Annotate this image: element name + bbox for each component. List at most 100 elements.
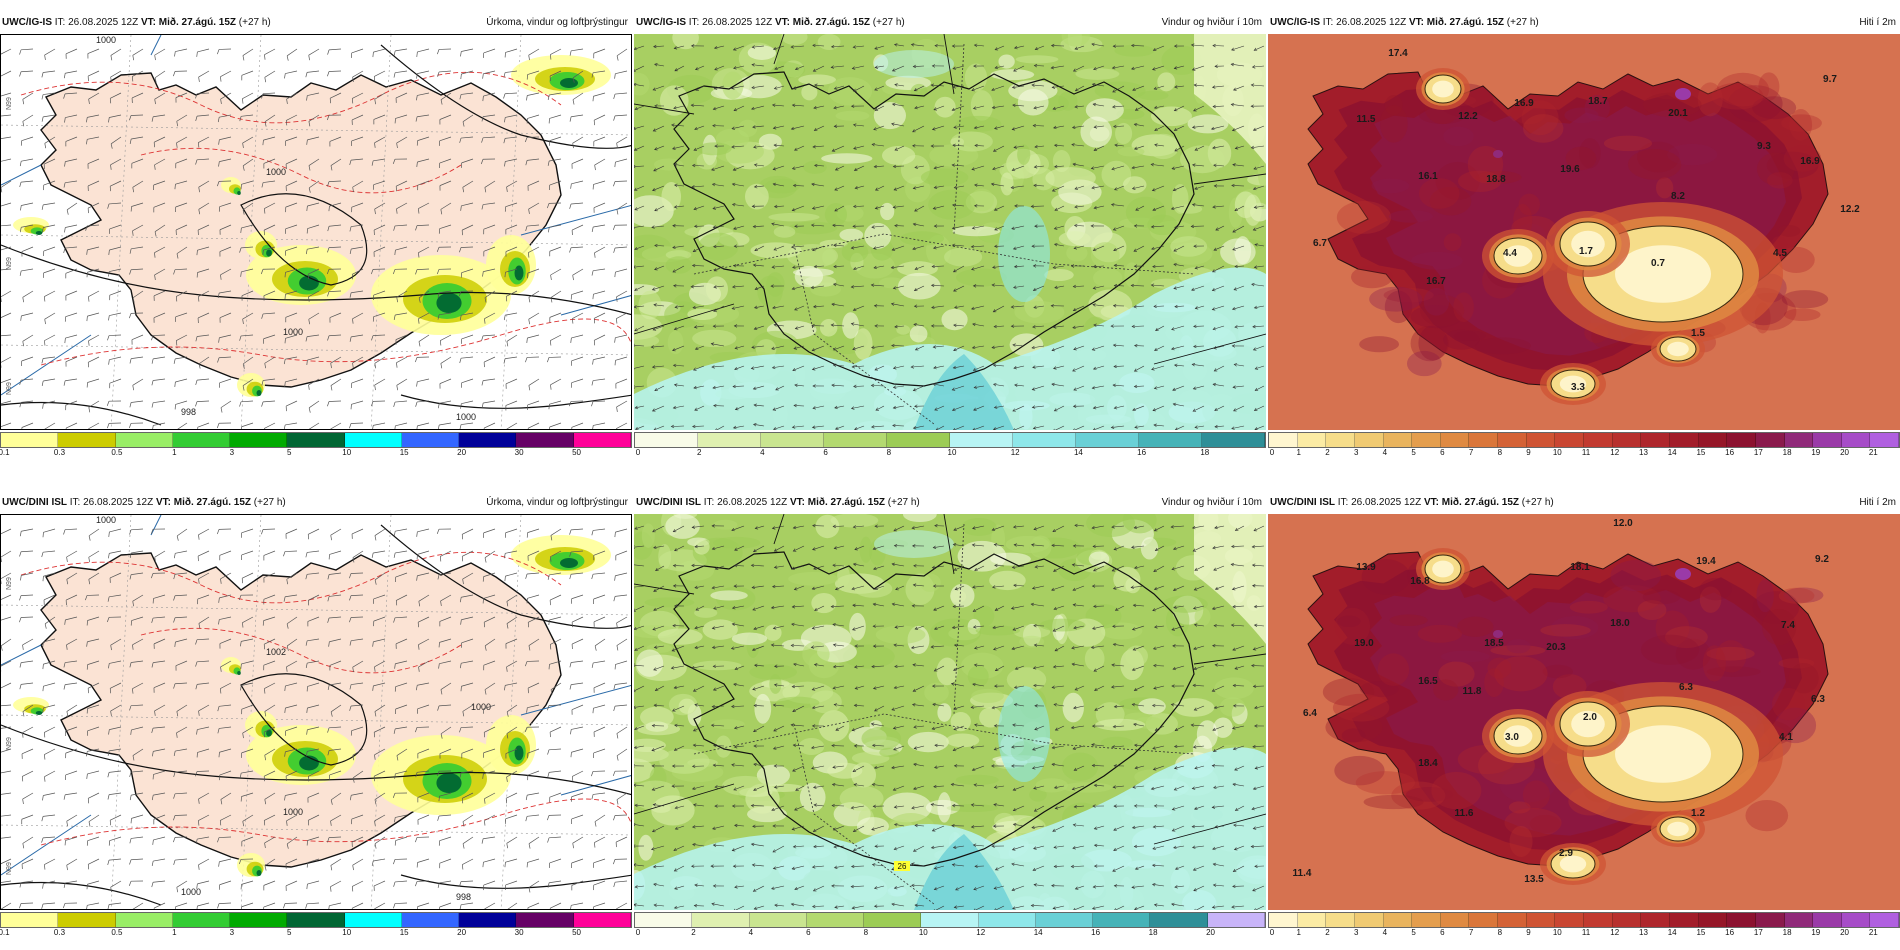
colorbar-swatch — [1612, 433, 1642, 447]
temperature-value: 16.1 — [1418, 171, 1438, 182]
colorbar-tick-label: 3 — [1353, 928, 1359, 937]
colorbar-tick-label: 3 — [229, 448, 235, 457]
colorbar-swatch — [1727, 913, 1756, 927]
colorbar-tick-label: 4 — [748, 928, 754, 937]
temperature-value: 9.2 — [1815, 554, 1829, 565]
colorbar-tick-label: 50 — [572, 448, 581, 457]
run-info: UWC/DINI ISL IT: 26.08.2025 12Z VT: Mið.… — [2, 494, 286, 512]
latitude-label: N99 — [6, 862, 13, 875]
colorbar-swatch — [1755, 913, 1785, 927]
colorbar-swatch — [1297, 433, 1327, 447]
colorbar-tick-label: 15 — [399, 448, 409, 457]
temperature-value: 12.2 — [1840, 204, 1860, 215]
wind-speed-field — [634, 514, 1266, 910]
colorbar-swatch — [172, 913, 231, 927]
colorbar-tick-label: 20 — [1840, 448, 1849, 457]
colorbar-tick-label: 16 — [1725, 448, 1735, 457]
colorbar-ticks: 0 1 2 3 4 5 6 7 8 9 10 11 12 13 14 15 16 17 18 19 20 21 — [1268, 448, 1900, 460]
colorbar-swatch — [1698, 433, 1728, 447]
temperature-value: 6.3 — [1679, 682, 1693, 693]
temperature-value: 4.5 — [1773, 248, 1787, 259]
colorbar — [0, 432, 632, 448]
colorbar-tick-label: 20 — [457, 928, 467, 937]
colorbar — [634, 912, 1266, 928]
colorbar-tick-label: 17 — [1753, 928, 1763, 937]
panel-title: Hiti í 2m — [1859, 17, 1896, 28]
colorbar-tick-label: 7 — [1468, 448, 1474, 457]
colorbar-tick-label: 13 — [1639, 928, 1648, 937]
lead-time: (+27 h) — [887, 497, 920, 508]
temperature-value: 1.2 — [1691, 808, 1705, 819]
colorbar-swatch — [516, 433, 574, 447]
colorbar-swatch — [1093, 913, 1151, 927]
colorbar-tick-label: 2 — [691, 928, 696, 937]
temperature-value: 1.7 — [1579, 246, 1593, 257]
colorbar-swatch — [1584, 433, 1613, 447]
temperature-value: 4.1 — [1779, 732, 1793, 743]
colorbar-swatch — [459, 913, 517, 927]
colorbar-tick-label: 17 — [1753, 448, 1763, 457]
temperature-field — [1322, 548, 1824, 885]
isobar-label: 1000 — [181, 887, 201, 897]
colorbar-tick-label: 8 — [1497, 448, 1503, 457]
colorbar-tick-label: 4 — [1382, 448, 1388, 457]
temperature-value: 13.5 — [1524, 874, 1544, 885]
colorbar-tick-label: 6 — [1440, 928, 1445, 937]
isobars — [1, 44, 631, 426]
colorbar-tick-label: 21 — [1868, 448, 1878, 457]
iceland-outline — [673, 551, 1195, 867]
colorbar-tick-label: 0 — [635, 928, 641, 937]
graticule — [1, 515, 631, 909]
colorbar-swatch — [230, 433, 288, 447]
temperature-value: 6.3 — [1811, 694, 1825, 705]
model-name: UWC/IG-IS — [636, 17, 686, 28]
gust-label: 26 — [898, 862, 907, 871]
colorbar-tick-label: 12 — [1010, 448, 1020, 457]
wind-arrows — [634, 42, 1265, 430]
colorbar-tick-label: 0 — [1269, 928, 1275, 937]
panel-header: UWC/IG-IS IT: 26.08.2025 12Z VT: Mið. 27… — [1268, 14, 1900, 32]
colorbar-swatch — [1669, 433, 1699, 447]
colorbar-tick-label: 10 — [1552, 448, 1562, 457]
temperature-value: 16.9 — [1514, 98, 1534, 109]
colorbar-tick-label: 21 — [1868, 928, 1878, 937]
temperature-labels: 17.4 9.7 11.5 12.2 16.9 18.7 20.1 16.1 18.8 19.6 9… — [1313, 48, 1860, 393]
temperature-value: 20.1 — [1668, 108, 1688, 119]
run-info: UWC/IG-IS IT: 26.08.2025 12Z VT: Mið. 27… — [1270, 14, 1539, 32]
run-info: UWC/IG-IS IT: 26.08.2025 12Z VT: Mið. 27… — [2, 14, 271, 32]
colorbar-swatch — [1076, 433, 1139, 447]
temp-map-svg: 12.0 13.9 16.8 18.1 19.4 9.2 19.0 18.5 20.3 18.0 7… — [1268, 514, 1900, 910]
valid-time: VT: Mið. 27.ágú. 15Z — [774, 17, 870, 28]
colorbar-tick-label: 2 — [1325, 928, 1330, 937]
init-time: IT: 26.08.2025 12Z — [688, 17, 773, 28]
colorbar-tick-label: 0.5 — [111, 928, 123, 937]
panel-header: UWC/DINI ISL IT: 26.08.2025 12Z VT: Mið.… — [634, 494, 1266, 512]
panel-title: Úrkoma, vindur og loftþrýstingur — [486, 497, 628, 508]
temperature-value: 17.4 — [1388, 48, 1408, 59]
colorbar-tick-label: 2 — [1325, 448, 1330, 457]
temperature-value: 12.2 — [1458, 111, 1478, 122]
colorbar-tick-label: 12 — [1610, 448, 1620, 457]
colorbar-tick-label: 6 — [1440, 448, 1445, 457]
temperature-value: 18.0 — [1610, 618, 1630, 629]
colorbar — [634, 432, 1266, 448]
isobar-label: 998 — [181, 407, 196, 417]
colorbar-tick-label: 14 — [1667, 928, 1677, 937]
latitude-label: N99 — [6, 382, 13, 395]
temperature-value: 12.0 — [1613, 518, 1633, 529]
colorbar-tick-label: 13 — [1639, 448, 1648, 457]
colorbar-swatch — [1469, 913, 1499, 927]
map-temp: 12.0 13.9 16.8 18.1 19.4 9.2 19.0 18.5 20.3 18.0 7… — [1268, 514, 1900, 910]
colorbar-tick-label: 20 — [1206, 928, 1215, 937]
temperature-value: 20.3 — [1546, 642, 1566, 653]
colorbar-tick-label: 1 — [172, 928, 177, 937]
colorbar-swatch — [1150, 913, 1208, 927]
map-precip: 1000 1000 1000 998 1000 N99 N99 N99 — [0, 34, 632, 430]
temperature-value: 19.6 — [1560, 164, 1580, 175]
lead-time: (+27 h) — [1506, 17, 1539, 28]
colorbar-tick-label: 19 — [1811, 928, 1821, 937]
colorbar-swatch — [1870, 913, 1900, 927]
colorbar-swatch — [1440, 913, 1470, 927]
map-precip: 1000 1002 1000 1000 998 1000 N99 N99 N99 — [0, 514, 632, 910]
temperature-value: 9.3 — [1757, 141, 1771, 152]
